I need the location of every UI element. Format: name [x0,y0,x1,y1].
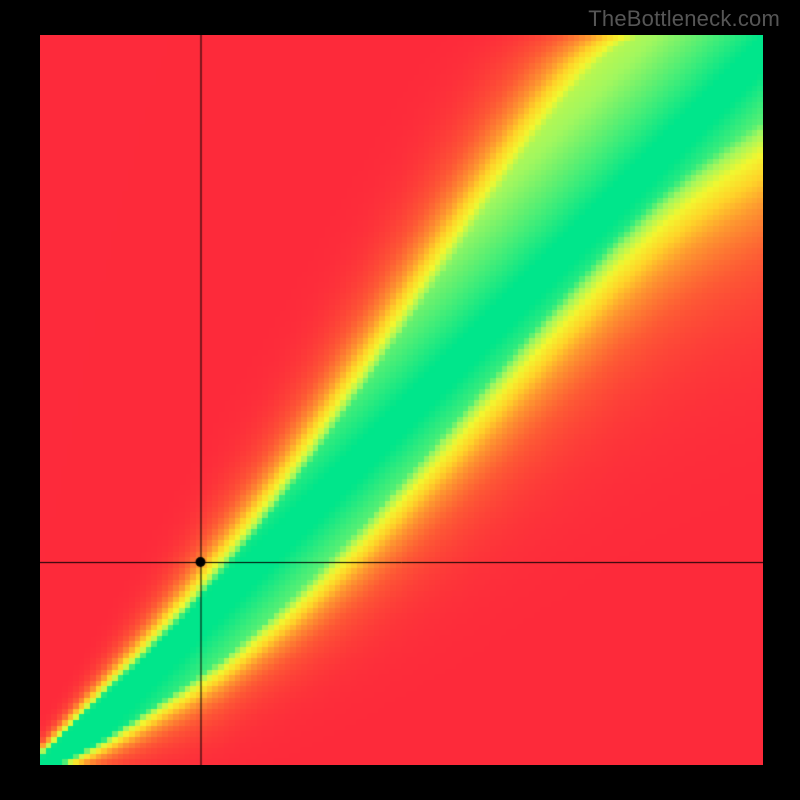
watermark-text: TheBottleneck.com [588,6,780,32]
chart-container: { "watermark": { "text": "TheBottleneck.… [0,0,800,800]
bottleneck-heatmap [40,35,763,765]
